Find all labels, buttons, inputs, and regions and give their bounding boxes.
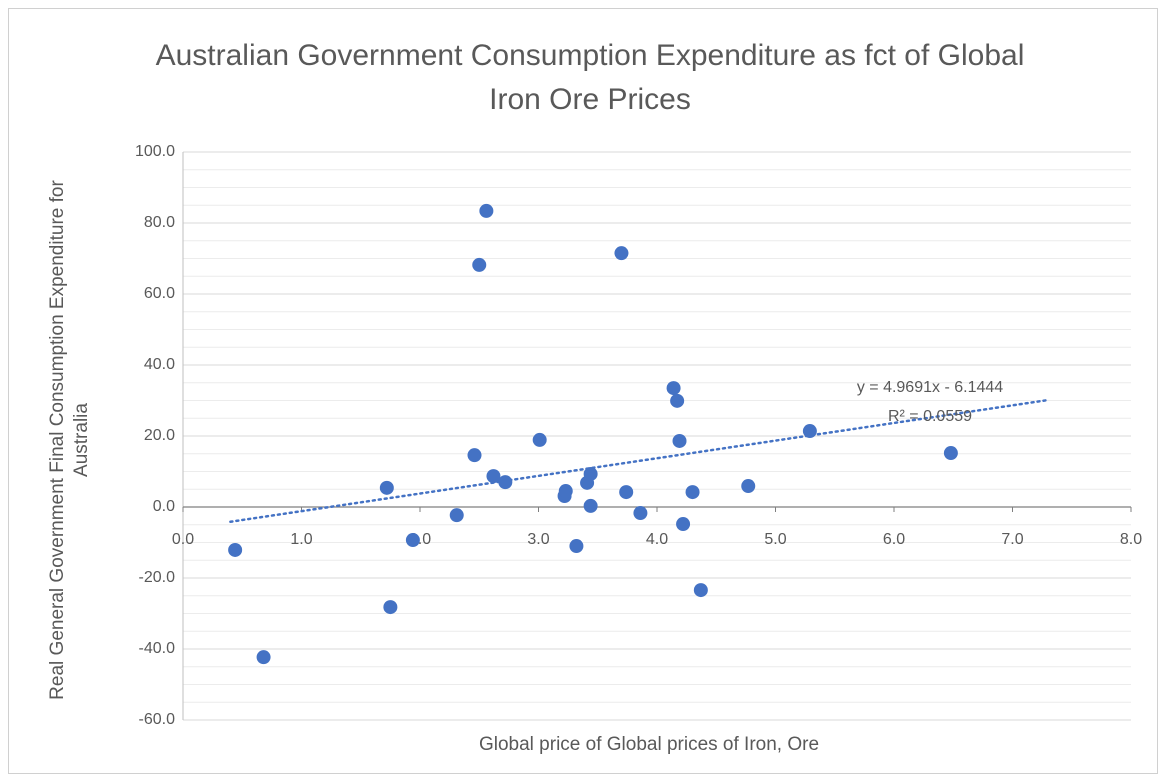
point [256, 650, 271, 665]
point [672, 433, 687, 448]
chart-title: Australian Government Consumption Expend… [155, 39, 1025, 116]
point [693, 583, 708, 598]
point [619, 485, 634, 500]
point [676, 517, 691, 532]
x-tick-label: 5.0 [764, 531, 786, 548]
point [583, 466, 598, 481]
y-tick-label: -20.0 [139, 569, 176, 586]
point [670, 393, 685, 408]
y-tick-label: 100.0 [135, 143, 175, 160]
x-tick-label: 8.0 [1120, 531, 1142, 548]
trendline-r-squared: R² = 0.0559 [888, 408, 972, 425]
y-tick-label: 60.0 [144, 285, 175, 302]
y-tick-label: 20.0 [144, 427, 175, 444]
x-axis-label: Global price of Global prices of Iron, O… [479, 734, 819, 755]
point [666, 381, 681, 396]
x-tick-label: 7.0 [1001, 531, 1023, 548]
point [685, 485, 700, 500]
point [379, 480, 394, 495]
x-tick-label: 3.0 [527, 531, 549, 548]
point [633, 506, 648, 521]
point [467, 448, 482, 463]
point [498, 475, 513, 490]
x-tick-label: 0.0 [172, 531, 194, 548]
x-tick-label: 6.0 [883, 531, 905, 548]
point [486, 469, 501, 484]
point [583, 498, 598, 513]
x-tick-label: 1.0 [290, 531, 312, 548]
point [558, 484, 573, 499]
y-tick-label: 40.0 [144, 356, 175, 373]
point [569, 539, 584, 554]
x-tick-label: 4.0 [646, 531, 668, 548]
trendline [229, 398, 1050, 524]
y-tick-label: 80.0 [144, 214, 175, 231]
y-tick-label: -40.0 [139, 640, 176, 657]
point [741, 479, 756, 494]
chart-frame [8, 8, 1158, 774]
point [532, 432, 547, 447]
point [472, 257, 487, 272]
trendline-equation: y = 4.9691x - 6.1444 [857, 379, 1003, 396]
y-tick-label: -60.0 [139, 711, 176, 728]
y-tick-label: 0.0 [153, 498, 175, 515]
point [479, 203, 494, 218]
point [943, 446, 958, 461]
point [383, 600, 398, 615]
point [614, 246, 629, 261]
point [405, 533, 420, 548]
point [449, 508, 464, 523]
point [228, 542, 243, 557]
